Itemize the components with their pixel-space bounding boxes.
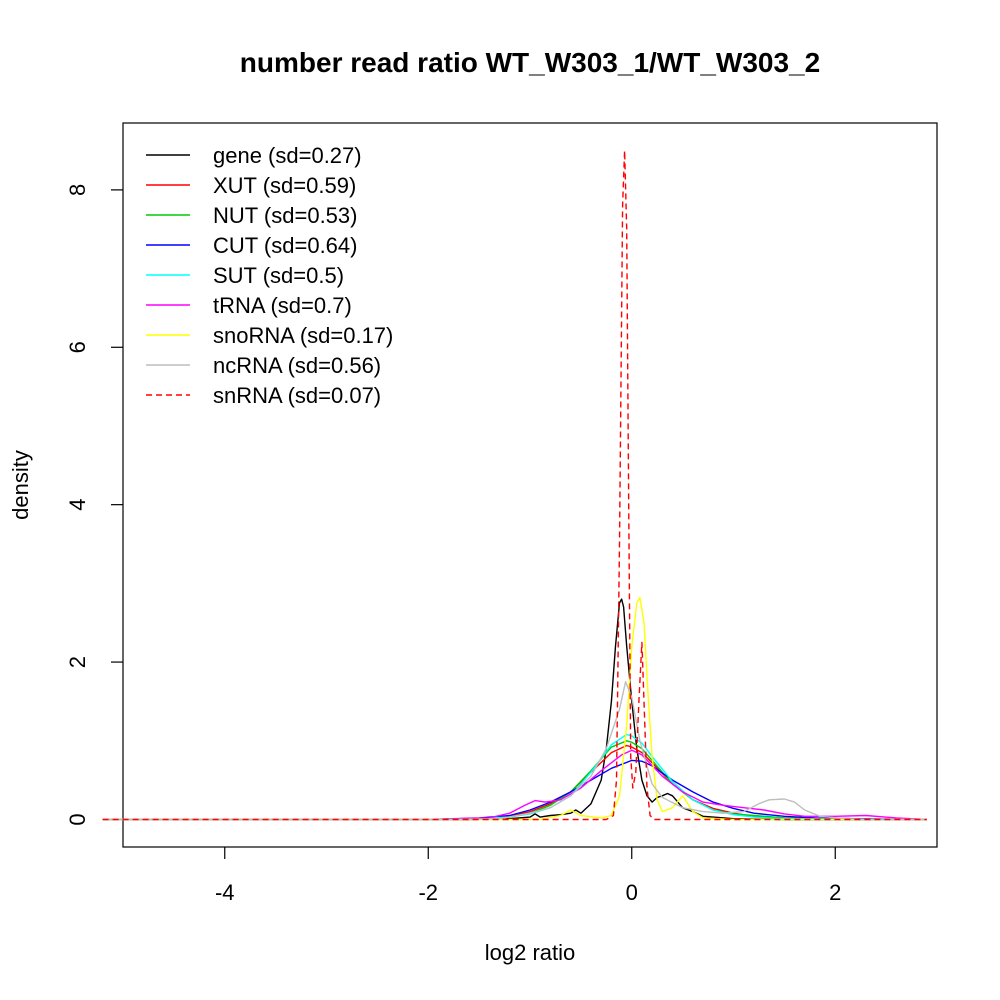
series-line xyxy=(102,681,927,821)
x-tick-label: -2 xyxy=(418,880,438,905)
legend-label: NUT (sd=0.53) xyxy=(213,203,357,228)
series-layer xyxy=(102,149,927,821)
series-line xyxy=(102,596,927,821)
x-axis: -4 -2 0 2 xyxy=(215,847,841,905)
y-tick-label: 4 xyxy=(65,499,90,511)
legend-label: gene (sd=0.27) xyxy=(213,143,362,168)
series-line xyxy=(102,149,927,821)
y-axis-label: density xyxy=(8,450,33,520)
legend-label: CUT (sd=0.64) xyxy=(213,233,357,258)
series-line xyxy=(102,749,927,821)
y-tick-label: 8 xyxy=(65,184,90,196)
y-tick-label: 2 xyxy=(65,656,90,668)
plot-frame xyxy=(122,122,938,848)
x-tick-label: 0 xyxy=(626,880,638,905)
legend-label: snRNA (sd=0.07) xyxy=(213,383,381,408)
y-tick-label: 0 xyxy=(65,813,90,825)
series-line xyxy=(102,759,927,821)
series-line xyxy=(102,598,927,821)
legend-label: ncRNA (sd=0.56) xyxy=(213,353,381,378)
legend-label: snoRNA (sd=0.17) xyxy=(213,323,393,348)
y-axis: 0 2 4 6 8 xyxy=(65,184,123,826)
x-axis-label: log2 ratio xyxy=(485,940,576,965)
legend-label: SUT (sd=0.5) xyxy=(213,263,344,288)
series-line xyxy=(102,740,927,821)
chart-title: number read ratio WT_W303_1/WT_W303_2 xyxy=(240,47,820,78)
x-tick-label: 2 xyxy=(829,880,841,905)
legend: gene (sd=0.27) XUT (sd=0.59) NUT (sd=0.53)… xyxy=(146,143,393,408)
x-tick-label: -4 xyxy=(215,880,235,905)
legend-label: tRNA (sd=0.7) xyxy=(213,293,352,318)
series-line xyxy=(102,733,927,821)
y-tick-label: 6 xyxy=(65,341,90,353)
legend-label: XUT (sd=0.59) xyxy=(213,173,356,198)
